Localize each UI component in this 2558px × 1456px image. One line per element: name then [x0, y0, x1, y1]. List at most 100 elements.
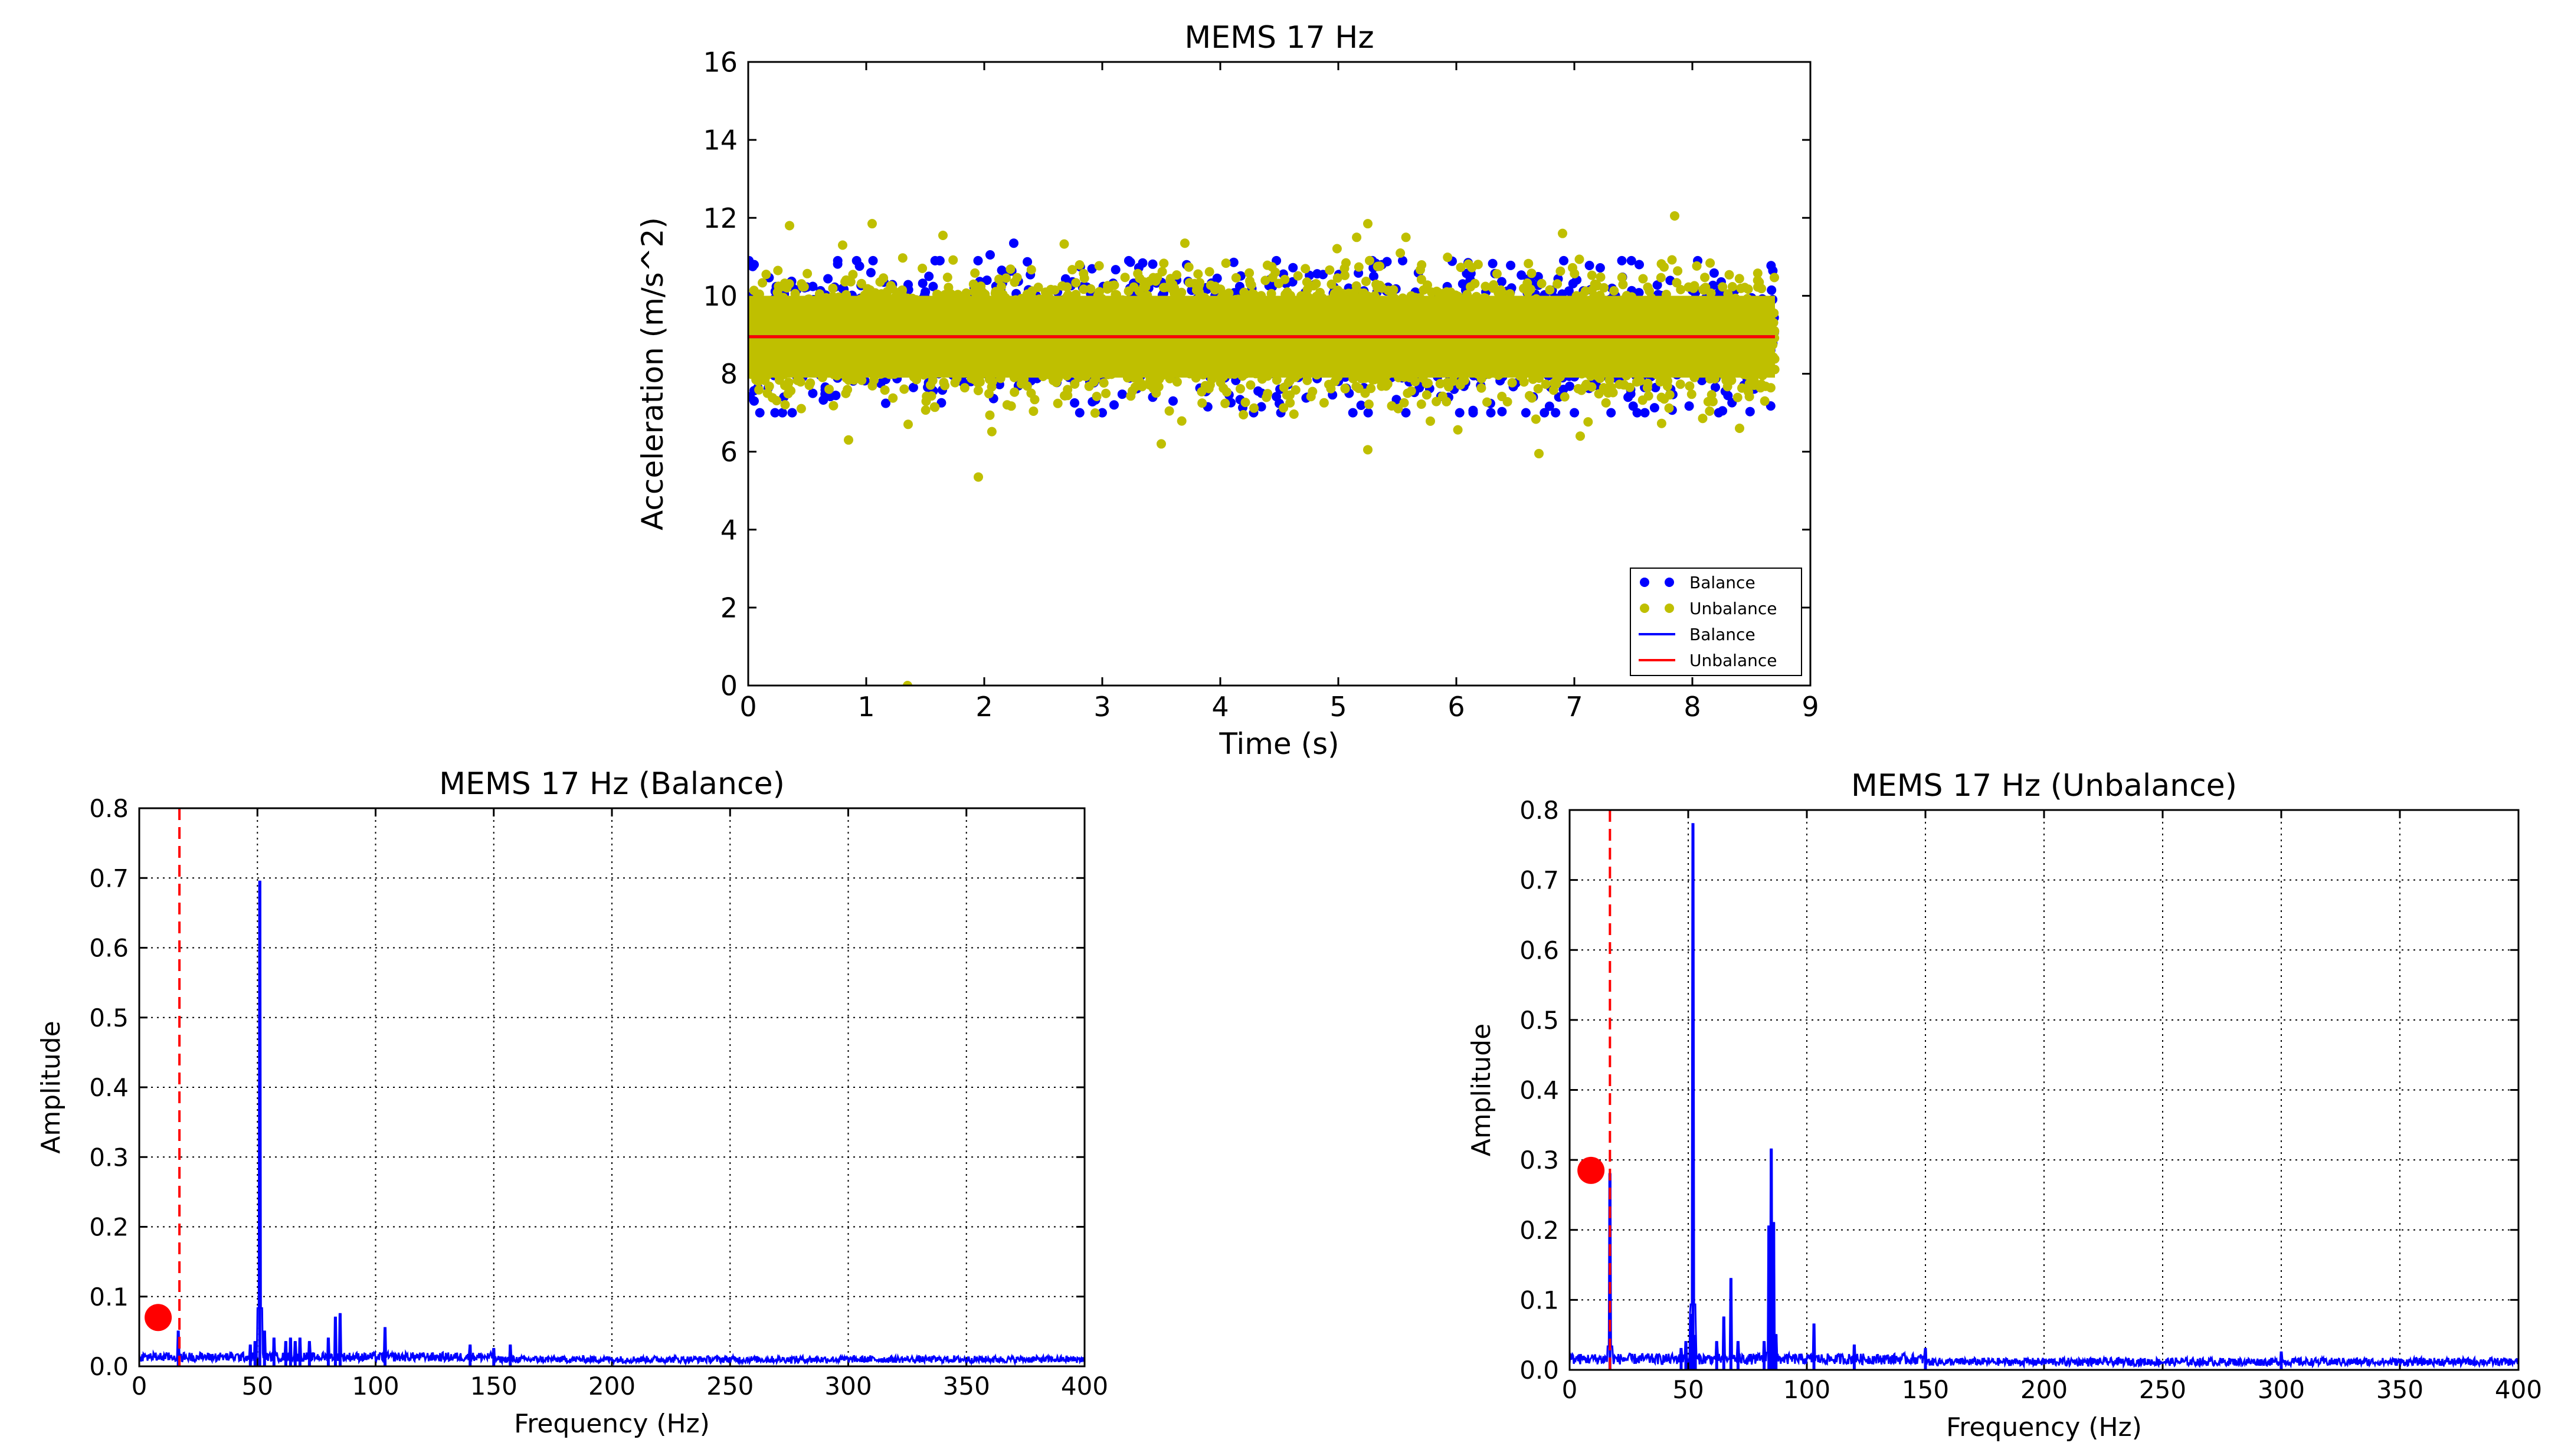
data-point — [1709, 268, 1719, 278]
data-point — [1246, 380, 1256, 390]
data-point — [1351, 382, 1361, 392]
data-point — [1652, 280, 1662, 290]
data-point — [930, 255, 940, 265]
data-point — [1070, 379, 1080, 389]
data-point — [985, 410, 995, 420]
x-tick-label: 9 — [1802, 691, 1819, 723]
data-point — [1249, 403, 1259, 413]
data-point — [1090, 408, 1100, 418]
data-point — [1628, 401, 1638, 411]
data-point — [1279, 403, 1289, 413]
data-point — [1365, 255, 1374, 265]
data-point — [1239, 410, 1249, 419]
y-tick-label: 6 — [720, 436, 738, 468]
data-point — [1753, 276, 1763, 286]
data-point — [1601, 398, 1611, 408]
data-point — [1399, 398, 1409, 408]
data-point — [1521, 408, 1531, 418]
data-point — [1700, 273, 1710, 283]
data-point — [1744, 387, 1753, 397]
data-point — [1026, 388, 1036, 398]
data-point — [1288, 263, 1298, 273]
data-point — [1159, 258, 1169, 268]
data-point — [773, 265, 783, 276]
data-point — [1422, 390, 1432, 400]
data-point — [1718, 282, 1728, 292]
data-point — [1595, 263, 1605, 273]
data-point — [1152, 381, 1162, 391]
data-point — [1705, 406, 1715, 416]
data-point — [1023, 257, 1033, 267]
data-point — [985, 250, 995, 260]
data-point — [1707, 390, 1717, 400]
data-point — [1583, 417, 1593, 427]
data-point — [1706, 288, 1716, 298]
x-tick-label: 7 — [1565, 691, 1583, 723]
data-point — [1685, 381, 1695, 391]
data-point — [1094, 261, 1104, 271]
data-point — [903, 419, 913, 429]
data-point — [1443, 252, 1453, 263]
data-point — [1200, 381, 1210, 391]
data-point — [1240, 398, 1250, 408]
data-point — [749, 260, 759, 270]
data-point — [1711, 382, 1720, 392]
data-point — [1497, 406, 1507, 417]
data-point — [970, 268, 980, 278]
data-point — [1098, 408, 1107, 418]
data-point — [857, 375, 867, 385]
y-tick-label: 10 — [703, 280, 738, 312]
data-point — [1332, 273, 1342, 283]
data-point — [973, 255, 983, 265]
data-point — [1111, 265, 1121, 275]
data-point — [1267, 273, 1278, 283]
data-point — [805, 378, 815, 388]
data-point — [1455, 408, 1465, 418]
data-point — [1697, 376, 1707, 385]
y-axis-label: Acceleration (m/s^2) — [636, 217, 670, 530]
data-point — [1574, 254, 1584, 264]
data-point — [1236, 384, 1245, 393]
data-point — [1656, 273, 1666, 283]
data-point — [1352, 232, 1362, 242]
data-point — [1306, 392, 1316, 402]
data-point — [918, 263, 928, 273]
data-point — [1656, 392, 1666, 402]
data-point — [1745, 406, 1755, 417]
data-point — [831, 391, 841, 401]
data-point — [778, 408, 787, 418]
data-point — [1339, 264, 1350, 273]
data-point — [1667, 255, 1677, 265]
data-point — [1070, 398, 1080, 408]
data-point — [1609, 286, 1619, 296]
data-point — [1718, 406, 1728, 416]
data-point — [1262, 260, 1272, 270]
data-point — [1354, 262, 1364, 272]
data-point — [1360, 388, 1370, 398]
data-point — [786, 386, 796, 396]
data-point — [1319, 398, 1329, 408]
data-point — [1245, 279, 1255, 289]
data-point — [1570, 408, 1580, 418]
data-point — [1361, 277, 1371, 286]
chart-title: MEMS 17 Hz — [1184, 20, 1374, 55]
data-point — [928, 376, 938, 385]
data-point — [1138, 258, 1148, 268]
data-point — [1665, 390, 1675, 400]
data-point — [1348, 408, 1358, 418]
data-point — [1272, 375, 1282, 385]
data-point — [1453, 425, 1463, 435]
data-point — [1398, 255, 1407, 265]
data-point — [1026, 265, 1036, 275]
y-tick-label: 8 — [720, 358, 738, 390]
data-point — [1079, 284, 1089, 294]
data-point — [1063, 391, 1073, 401]
data-point — [1382, 257, 1392, 267]
series-unbalance-points — [748, 211, 1780, 686]
data-point — [1659, 262, 1669, 272]
y-tick-label: 16 — [703, 47, 738, 78]
data-point — [1640, 408, 1650, 418]
data-point — [1062, 282, 1072, 292]
data-point — [1486, 408, 1496, 418]
x-tick-label: 4 — [1211, 691, 1229, 723]
